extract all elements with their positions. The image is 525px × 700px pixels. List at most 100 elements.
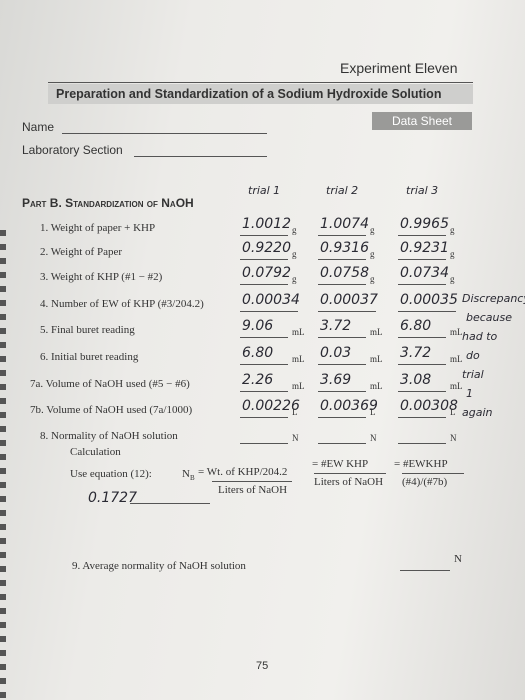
- value: 0.9316: [320, 240, 369, 256]
- unit: g: [450, 225, 455, 235]
- blank: [318, 284, 366, 285]
- blank: [240, 364, 288, 365]
- blank: [318, 311, 376, 312]
- spiral: [0, 230, 6, 700]
- unit: g: [370, 249, 375, 259]
- title: Preparation and Standardization of a Sod…: [48, 84, 473, 104]
- eq3-bottom: (#4)/(#7b): [402, 476, 448, 488]
- blank: [398, 311, 456, 312]
- row-label: 1. Weight of paper + KHP: [40, 222, 156, 234]
- row-label: 6. Initial buret reading: [40, 351, 139, 363]
- value: 0.00037: [320, 292, 378, 308]
- blank: [398, 235, 446, 236]
- eq2-bottom: Liters of NaOH: [314, 476, 384, 488]
- note: trial: [462, 368, 484, 381]
- rule: [48, 82, 473, 83]
- blank: [240, 259, 288, 260]
- calc-title: Calculation: [70, 446, 121, 458]
- experiment: Experiment Eleven: [340, 60, 458, 76]
- calc-use: Use equation (12):: [70, 468, 152, 480]
- blank: [318, 443, 366, 444]
- average-unit: N: [454, 553, 462, 565]
- value: 0.0792: [242, 265, 291, 281]
- blank: [318, 259, 366, 260]
- page-number: 75: [256, 660, 269, 672]
- blank: [398, 284, 446, 285]
- value: 6.80: [242, 345, 274, 361]
- unit: L: [370, 407, 376, 417]
- unit: g: [292, 274, 297, 284]
- eq3-top: = #EWKHP: [394, 458, 448, 470]
- note: had to: [462, 330, 498, 343]
- unit: N: [292, 433, 299, 443]
- trial-header: trial 2: [326, 184, 359, 197]
- blank: [318, 417, 366, 418]
- blank: [318, 364, 366, 365]
- value: 1.0074: [320, 216, 369, 232]
- note: Discrepancy: [462, 292, 525, 305]
- row-label: 7b. Volume of NaOH used (7a/1000): [30, 404, 193, 416]
- value: 0.9220: [242, 240, 291, 256]
- unit: mL: [292, 354, 305, 364]
- average-label: 9. Average normality of NaOH solution: [72, 560, 246, 572]
- subtitle: Data Sheet: [372, 112, 472, 130]
- value: 0.9231: [400, 240, 449, 256]
- frac: [212, 481, 292, 482]
- frac: [314, 473, 386, 474]
- blank: [240, 337, 288, 338]
- trial-header: trial 1: [248, 184, 281, 197]
- unit: L: [450, 407, 456, 417]
- row-label: 4. Number of EW of KHP (#3/204.2): [40, 298, 204, 310]
- part-title: Part B. Standardization of NaOH: [22, 196, 194, 210]
- value: 6.80: [400, 318, 432, 334]
- unit: mL: [292, 327, 305, 337]
- unit: g: [292, 249, 297, 259]
- eq1-top: = Wt. of KHP/204.2: [198, 466, 288, 478]
- unit: mL: [450, 354, 463, 364]
- blank: [240, 235, 288, 236]
- value: 2.26: [242, 372, 274, 388]
- row-label: 7a. Volume of NaOH used (#5 − #6): [30, 378, 190, 390]
- value: 0.9965: [400, 216, 449, 232]
- row-label: 3. Weight of KHP (#1 − #2): [40, 271, 163, 283]
- note: because: [466, 311, 513, 324]
- note: 1: [466, 387, 473, 400]
- value: 0.03: [320, 345, 352, 361]
- value: 0.00035: [400, 292, 458, 308]
- unit: g: [450, 274, 455, 284]
- value: 3.69: [320, 372, 352, 388]
- blank: [398, 337, 446, 338]
- answer: 0.1727: [88, 490, 137, 506]
- unit: mL: [450, 327, 463, 337]
- value: 3.72: [320, 318, 352, 334]
- unit: g: [292, 225, 297, 235]
- blank: [398, 364, 446, 365]
- unit: mL: [370, 381, 383, 391]
- section-label: Laboratory Section: [22, 143, 123, 157]
- unit: mL: [370, 327, 383, 337]
- blank: [398, 443, 446, 444]
- unit: g: [370, 225, 375, 235]
- value: 0.00226: [242, 398, 300, 414]
- unit: L: [292, 407, 298, 417]
- blank: [240, 417, 288, 418]
- blank: [240, 391, 288, 392]
- value: 3.08: [400, 372, 432, 388]
- blank: [240, 284, 288, 285]
- row-label: 2. Weight of Paper: [40, 246, 123, 258]
- unit: mL: [450, 381, 463, 391]
- value: 0.0758: [320, 265, 369, 281]
- trial-header: trial 3: [406, 184, 439, 197]
- note: do: [466, 349, 480, 362]
- note: again: [462, 406, 493, 419]
- line: [400, 570, 450, 571]
- eq2-top: = #EW KHP: [312, 458, 369, 470]
- unit: mL: [370, 354, 383, 364]
- blank: [240, 443, 288, 444]
- line: [130, 503, 210, 504]
- value: 3.72: [400, 345, 432, 361]
- blank: [240, 311, 298, 312]
- nb: NB: [182, 468, 195, 482]
- value: 0.00369: [320, 398, 378, 414]
